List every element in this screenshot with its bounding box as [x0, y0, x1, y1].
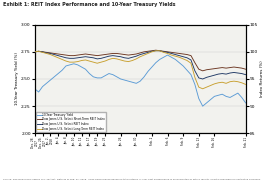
- Text: Exhibit 1: REIT Index Performance and 10-Year Treasury Yields: Exhibit 1: REIT Index Performance and 10…: [3, 2, 175, 7]
- Text: Source: S&P Dow Jones Indices LLC, FactSet. Data as of Feb. 21, 2018. Index perf: Source: S&P Dow Jones Indices LLC, FactS…: [3, 179, 261, 180]
- Y-axis label: 10-Year Treasury Yield (%): 10-Year Treasury Yield (%): [15, 52, 19, 106]
- Y-axis label: Index Returns (%): Index Returns (%): [260, 61, 264, 97]
- Legend: 10-Year Treasury Yield, Dow Jones U.S. Select Short-Term REIT Index, Dow Jones U: 10-Year Treasury Yield, Dow Jones U.S. S…: [36, 112, 106, 132]
